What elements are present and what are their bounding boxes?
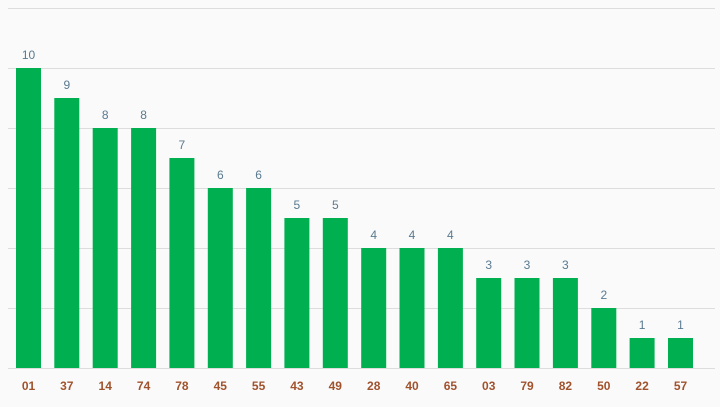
data-label: 4: [409, 228, 416, 242]
data-label: 5: [332, 198, 339, 212]
data-label: 4: [447, 228, 454, 242]
x-tick-label: 40: [405, 379, 419, 393]
data-label: 1: [639, 318, 646, 332]
bar-28[interactable]: [361, 248, 387, 368]
x-tick-label: 37: [60, 379, 74, 393]
bar-45[interactable]: [207, 188, 233, 368]
x-tick-label: 78: [175, 379, 189, 393]
x-tick-label: 79: [520, 379, 534, 393]
data-label: 9: [63, 78, 70, 92]
bar-57[interactable]: [668, 338, 693, 368]
bar-78[interactable]: [169, 158, 195, 368]
x-tick-label: 82: [559, 379, 573, 393]
x-tick-label: 43: [290, 379, 304, 393]
bar-43[interactable]: [284, 218, 310, 368]
data-label: 3: [485, 258, 492, 272]
bar-74[interactable]: [131, 128, 157, 368]
x-tick-label: 22: [635, 379, 649, 393]
bar-37[interactable]: [54, 98, 80, 368]
bars: [16, 68, 693, 368]
data-label: 8: [102, 108, 109, 122]
bar-79[interactable]: [514, 278, 540, 368]
bar-50[interactable]: [591, 308, 617, 368]
data-label: 6: [255, 168, 262, 182]
data-label: 4: [370, 228, 377, 242]
data-label: 1: [677, 318, 684, 332]
x-tick-label: 50: [597, 379, 611, 393]
x-tick-label: 28: [367, 379, 381, 393]
x-tick-label: 49: [329, 379, 343, 393]
bar-40[interactable]: [399, 248, 425, 368]
data-label: 7: [179, 138, 186, 152]
bar-55[interactable]: [246, 188, 272, 368]
data-label: 8: [140, 108, 147, 122]
bar-65[interactable]: [437, 248, 463, 368]
data-label: 3: [524, 258, 531, 272]
x-tick-label: 57: [674, 379, 688, 393]
x-tick-label: 55: [252, 379, 266, 393]
x-tick-label: 45: [214, 379, 228, 393]
x-tick-label: 14: [99, 379, 113, 393]
bar-01[interactable]: [16, 68, 41, 368]
bar-82[interactable]: [552, 278, 578, 368]
bar-22[interactable]: [629, 338, 655, 368]
x-tick-label: 01: [22, 379, 36, 393]
bar-03[interactable]: [476, 278, 502, 368]
bar-49[interactable]: [322, 218, 348, 368]
data-label: 2: [600, 288, 607, 302]
data-label: 10: [22, 48, 36, 62]
x-tick-label: 65: [444, 379, 458, 393]
data-label: 5: [294, 198, 301, 212]
x-tick-label: 03: [482, 379, 496, 393]
data-labels: 10 9 8 8 7 6 6 5 5 4 4 4 3 3 3 2 1 1: [22, 48, 684, 332]
data-label: 6: [217, 168, 224, 182]
bar-14[interactable]: [92, 128, 118, 368]
data-label: 3: [562, 258, 569, 272]
x-tick-label: 74: [137, 379, 151, 393]
x-axis-tick-labels: 01 37 14 74 78 45 55 43 49 28 40 65 03 79 82 50 22 57: [22, 379, 688, 393]
